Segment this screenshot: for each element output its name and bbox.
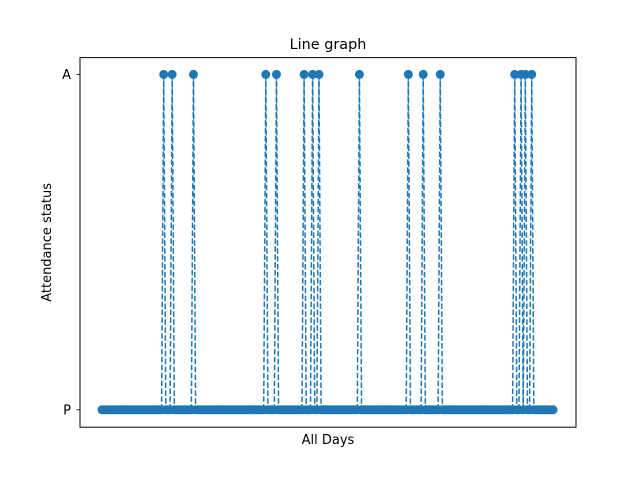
series-line-segment [162, 74, 167, 410]
series-line-segment [530, 74, 535, 410]
series-line-segment [192, 74, 197, 410]
series-line-segment [303, 74, 307, 410]
series-line-segment [439, 74, 444, 410]
y-axis-label: Attendance status [40, 183, 55, 302]
x-axis-label: All Days [302, 433, 355, 448]
data-point [418, 69, 428, 79]
data-point [314, 69, 324, 79]
series-line-segment [171, 74, 176, 410]
data-point [403, 69, 413, 79]
series-line-segment [422, 74, 427, 410]
data-point [527, 69, 537, 79]
data-point [188, 69, 198, 79]
series-line-segment [407, 74, 412, 410]
series-line-segment [311, 74, 316, 410]
data-point [308, 69, 318, 79]
series-line-segment [524, 74, 529, 410]
data-point [261, 69, 271, 79]
data-point [167, 69, 177, 79]
chart-marks [97, 69, 558, 415]
data-point [299, 69, 309, 79]
data-point [159, 69, 169, 79]
plot-frame [79, 57, 577, 428]
series-line-segment [265, 74, 269, 410]
series-line-segment [513, 74, 518, 410]
series-line-segment [318, 74, 322, 410]
chart-title: Line graph [290, 37, 367, 53]
data-point [520, 69, 530, 79]
data-point [271, 69, 281, 79]
data-point [354, 69, 364, 79]
series-line-segment [275, 74, 280, 410]
data-point [435, 69, 445, 79]
y-tick-label: A [62, 68, 71, 83]
y-tick-label: P [63, 403, 71, 418]
series-line-segment [358, 74, 363, 410]
data-point [510, 69, 520, 79]
data-point [548, 405, 558, 415]
y-axis: PA [62, 68, 80, 418]
